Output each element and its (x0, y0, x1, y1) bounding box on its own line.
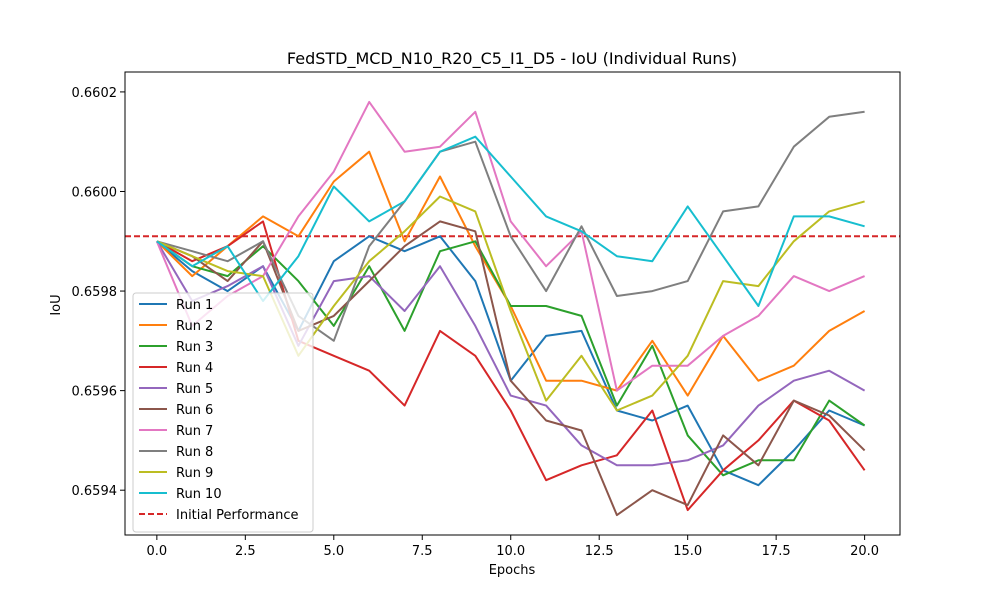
legend-label: Run 4 (176, 361, 213, 376)
y-axis: 0.6594 0.6596 0.6598 0.6600 0.6602 (72, 86, 125, 499)
x-tick-label: 0.0 (147, 544, 168, 559)
x-tick-label: 5.0 (323, 544, 344, 559)
legend-label: Run 6 (176, 403, 213, 418)
legend-label: Initial Performance (176, 508, 298, 523)
x-tick-label: 12.5 (585, 544, 614, 559)
legend-box (132, 292, 314, 533)
x-tick-label: 7.5 (412, 544, 433, 559)
y-tick-label: 0.6602 (72, 86, 118, 101)
plot-frame (124, 71, 901, 536)
x-tick-label: 2.5 (235, 544, 256, 559)
chart-title: FedSTD_MCD_N10_R20_C5_I1_D5 - IoU (Indiv… (287, 49, 737, 69)
legend-label: Run 9 (176, 466, 213, 481)
legend-label: Run 3 (176, 340, 213, 355)
legend-label: Run 10 (176, 487, 222, 502)
y-tick-label: 0.6600 (72, 185, 118, 200)
x-tick-label: 10.0 (496, 544, 525, 559)
series-line-run-8 (156, 110, 865, 342)
legend-label: Run 2 (176, 319, 213, 334)
legend-label: Run 5 (176, 382, 213, 397)
x-tick-label: 17.5 (762, 544, 791, 559)
y-tick-label: 0.6594 (72, 484, 118, 499)
series-line-run-10 (156, 135, 865, 307)
legend-label: Run 1 (176, 298, 213, 313)
x-tick-label: 20.0 (850, 544, 879, 559)
y-axis-label: IoU (49, 294, 64, 315)
x-axis-label: Epochs (489, 563, 536, 578)
y-tick-label: 0.6596 (72, 385, 118, 400)
legend-label: Run 7 (176, 424, 213, 439)
legend: Run 1 Run 2 Run 3 Run 4 Run 5 Run 6 Run 7 Run 8… (132, 292, 314, 533)
series-line-run-4 (156, 220, 866, 512)
plot-area (124, 71, 901, 536)
x-axis: 0.0 2.5 5.0 7.5 10.0 12.5 15.0 17.5 20.0 (147, 535, 879, 559)
legend-label: Run 8 (176, 445, 213, 460)
x-tick-label: 15.0 (673, 544, 702, 559)
series-line-run-7 (155, 100, 865, 392)
y-tick-label: 0.6598 (72, 285, 118, 300)
series-line-run-6 (156, 220, 866, 517)
